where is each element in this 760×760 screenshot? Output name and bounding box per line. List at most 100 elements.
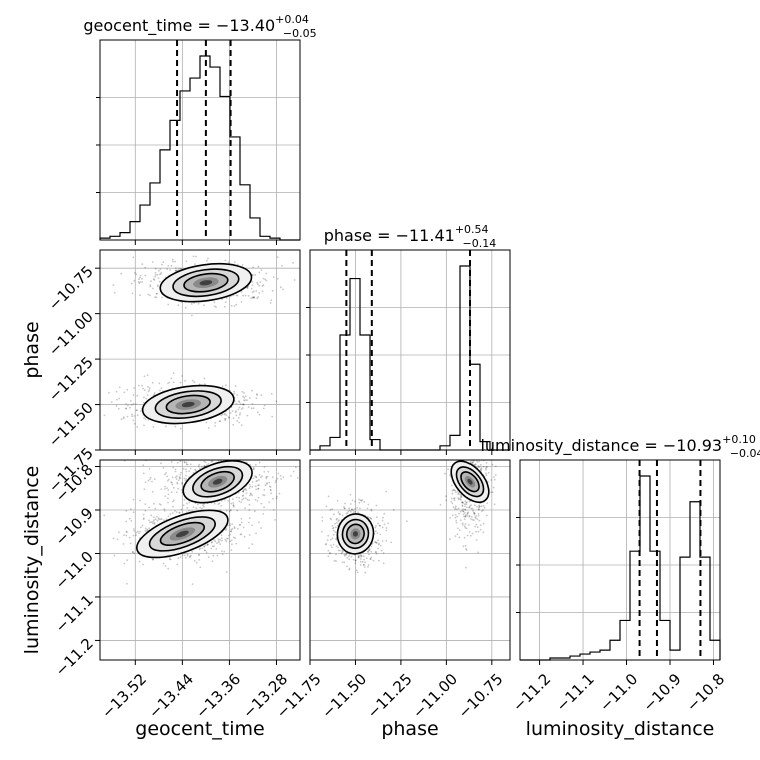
pair-1-mode-1-pt-344: [220, 534, 223, 537]
pair-1-mode-1-pt-523: [248, 521, 250, 524]
pair-1-mode-1-pt-315: [177, 557, 180, 560]
pair-0-mode-0-pt-451: [282, 288, 284, 291]
pair-0-mode-1-pt-23: [241, 403, 244, 406]
pair-1-mode-1-pt-225: [234, 537, 236, 540]
pair-0-mode-1-pt-324: [241, 390, 244, 393]
pair-1-mode-1-pt-186: [198, 559, 201, 561]
title-upper-luminosity_distance: +0.10: [722, 433, 756, 446]
pair-0-mode-1-pt-64: [234, 411, 237, 414]
pair-1-mode-1-pt-253: [195, 561, 198, 564]
pair-2-mode-0-pt-104: [449, 517, 451, 519]
pair-1-mode-0-pt-445: [170, 491, 173, 494]
pair-1-mode-1-pt-142: [240, 533, 243, 535]
pair-2-mode-0-pt-351: [471, 451, 473, 453]
pair-0-mode-0-pt-586: [221, 298, 224, 301]
pair-1-mode-0-pt-137: [257, 487, 260, 490]
pair-1-mode-0-pt-567: [181, 483, 184, 485]
pair-2-mode-1-pt-51: [362, 555, 365, 558]
pair-0-mode-0-pt-482: [133, 279, 136, 282]
pair-1-mode-1-pt-524: [132, 534, 135, 537]
pair-1-mode-0-pt-417: [177, 479, 180, 482]
pair-2-mode-1-pt-20: [331, 537, 334, 540]
pair-1-mode-1-pt-160: [122, 543, 125, 545]
pair-0-mode-1-pt-328: [256, 394, 258, 396]
pair-1-mode-1-pt-290: [157, 517, 160, 519]
pair-2-mode-1-pt-287: [335, 518, 338, 521]
pair-2-mode-1-pt-99: [381, 526, 384, 529]
pair-1-mode-1-pt-439: [210, 541, 213, 544]
pair-1-mode-0-pt-556: [225, 445, 227, 447]
pair-0-mode-0-pt-111: [155, 292, 158, 295]
pair-0-mode-1-pt-160: [224, 384, 227, 387]
pair-0-mode-0-pt-221: [257, 265, 260, 268]
pair-2-mode-0-pt-284: [454, 535, 457, 537]
pair-1-mode-0-pt-356: [149, 476, 152, 479]
pair-0-mode-1-pt-510: [225, 414, 228, 416]
pair-0-mode-0-pt-194: [230, 304, 233, 307]
pair-2-mode-0-pt-483: [470, 450, 472, 452]
pair-2-mode-1-pt-215: [379, 544, 382, 547]
pair-1-mode-0-pt-528: [185, 457, 187, 459]
pair-2-mode-1-pt-546: [354, 510, 357, 513]
pair-0-mode-1-pt-127: [246, 399, 248, 401]
pair-2-mode-0-pt-220: [467, 511, 470, 514]
pair-2-mode-0-pt-10: [461, 504, 464, 507]
pair-1-mode-1-pt-281: [232, 536, 235, 539]
pair-0-mode-0-pt-384: [256, 297, 258, 300]
pair-1-mode-1-pt-401: [227, 534, 230, 537]
pair-0-mode-1-pt-434: [224, 417, 227, 420]
pair-2-mode-0-pt-293: [450, 497, 453, 500]
pair-0-mode-1-pt-195: [148, 389, 151, 391]
pair-2-mode-0-pt-251: [453, 499, 456, 502]
pair-2-mode-0-pt-192: [473, 519, 475, 522]
pair-2-mode-0-pt-175: [456, 452, 458, 454]
pair-1-mode-0-pt-195: [255, 488, 257, 491]
pair-2-mode-0-pt-567: [458, 536, 461, 539]
pair-1-mode-1-pt-384: [217, 538, 220, 540]
pair-2-mode-1-pt-506: [370, 508, 372, 511]
pair-0-mode-1-pt-425: [170, 377, 173, 380]
pair-2-mode-1-pt-363: [335, 522, 338, 524]
pair-1-mode-0-pt-329: [255, 480, 258, 483]
pair-1-mode-1-pt-341: [189, 555, 191, 558]
pair-0-mode-0-pt-55: [253, 296, 256, 299]
pair-0-mode-1-pt-369: [236, 420, 239, 422]
pair-2-mode-0-pt-405: [454, 457, 456, 459]
pair-2-mode-0-pt-19: [450, 500, 453, 503]
pair-2-mode-1-pt-547: [341, 551, 344, 554]
pair-2-mode-1-pt-428: [377, 539, 379, 542]
pair-0-mode-0-pt-61: [232, 294, 235, 297]
pair-0-mode-1-pt-253: [214, 425, 217, 427]
pair-2-mode-0-pt-100: [460, 457, 462, 459]
pair-1-mode-0-pt-192: [240, 501, 243, 504]
pair-1-mode-0-pt-562: [166, 475, 169, 478]
pair-2-mode-1-pt-338: [367, 550, 369, 553]
pair-1-mode-0-pt-331: [252, 468, 255, 471]
panel-geocent_time-luminosity_distance: [99, 459, 301, 661]
pair-1-mode-0-pt-186: [186, 463, 189, 466]
pair-1-mode-1-pt-178: [230, 530, 232, 533]
pair-1-mode-1-pt-187: [240, 517, 243, 520]
title-lower-phase: −0.14: [463, 237, 497, 250]
pair-2-mode-1-pt-48: [392, 508, 395, 511]
pair-2-mode-1-pt-12: [337, 511, 340, 514]
pair-1-mode-0-pt-317: [236, 509, 239, 512]
pair-0-mode-1-pt-114: [126, 388, 129, 391]
pair-1-mode-1-pt-417: [229, 524, 232, 527]
pair-0-mode-0-pt-126: [253, 296, 256, 299]
pair-2-mode-1-pt-164: [360, 555, 363, 557]
pair-1-mode-1-pt-113: [221, 539, 223, 542]
pair-1-mode-0-pt-321: [166, 480, 169, 482]
pair-2-mode-1-pt-162: [387, 522, 389, 525]
pair-1-mode-0-pt-242: [203, 465, 206, 467]
pair-2-mode-1-pt-128: [354, 500, 356, 503]
pair-1-mode-1-pt-382: [244, 497, 247, 500]
pair-1-mode-0-pt-248: [171, 483, 174, 486]
pair-2-mode-0-pt-387: [459, 510, 462, 513]
pair-1-mode-1-pt-484: [150, 521, 153, 523]
pair-2-mode-1-pt-567: [360, 558, 362, 560]
pair-2-mode-0-pt-441: [455, 521, 458, 524]
pair-1-mode-0-pt-431: [251, 481, 254, 483]
pair-1-mode-0-pt-447: [217, 503, 220, 505]
pair-2-mode-1-pt-230: [348, 509, 351, 512]
